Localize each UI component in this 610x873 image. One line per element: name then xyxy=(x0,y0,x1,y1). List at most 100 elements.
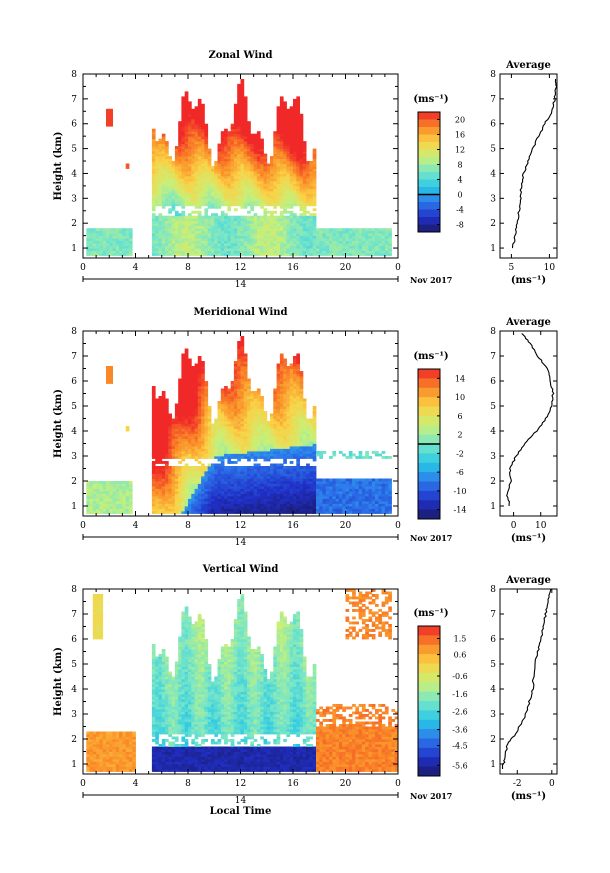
heatmap-cell xyxy=(237,86,241,90)
heatmap-cell xyxy=(201,431,205,434)
heatmap-cell xyxy=(368,245,373,249)
heatmap-cell xyxy=(224,243,228,246)
heatmap-cell xyxy=(250,243,254,246)
heatmap-cell xyxy=(260,166,264,169)
heatmap-cell xyxy=(168,193,172,197)
heatmap-cell xyxy=(230,248,235,251)
heatmap-cell xyxy=(214,220,218,224)
heatmap-cell xyxy=(240,151,245,154)
heatmap-cell xyxy=(256,156,261,159)
heatmap-cell xyxy=(92,493,97,497)
heatmap-cell xyxy=(260,158,264,162)
heatmap-cell xyxy=(243,398,248,402)
heatmap-cell xyxy=(283,250,287,254)
heatmap-cell xyxy=(220,153,225,157)
heatmap-cell xyxy=(191,486,195,489)
heatmap-cell xyxy=(191,506,195,509)
heatmap-cell xyxy=(201,153,205,157)
heatmap-cell xyxy=(184,481,189,484)
heatmap-cell xyxy=(194,476,199,479)
heatmap-cell xyxy=(283,103,287,107)
heatmap-cell xyxy=(194,141,199,144)
heatmap-cell xyxy=(165,446,169,449)
heatmap-cell xyxy=(217,158,222,162)
heatmap-cell xyxy=(302,151,307,154)
heatmap-cell xyxy=(286,158,291,162)
heatmap-cell xyxy=(96,488,100,492)
colorbar-swatch xyxy=(418,149,440,158)
heatmap-cell xyxy=(119,228,123,232)
heatmap-cell xyxy=(233,143,238,147)
heatmap-cell xyxy=(263,501,268,504)
heatmap-cell xyxy=(168,441,172,444)
heatmap-cell xyxy=(207,511,212,514)
heatmap-cell xyxy=(211,468,215,472)
heatmap-cell xyxy=(283,156,287,159)
heatmap-cell xyxy=(184,203,189,207)
heatmap-cell xyxy=(227,136,232,140)
heatmap-cell xyxy=(233,198,238,202)
y-tick-label: 1 xyxy=(71,244,77,254)
x-tick-label: 0 xyxy=(80,263,86,273)
heatmap-cell xyxy=(233,235,238,239)
heatmap-cell xyxy=(256,203,261,207)
heatmap-cell xyxy=(214,175,218,179)
heatmap-cell xyxy=(289,148,294,152)
heatmap-cell xyxy=(247,401,251,404)
heatmap-cell xyxy=(247,121,251,125)
heatmap-cell xyxy=(388,243,392,246)
heatmap-cell xyxy=(155,511,159,514)
heatmap-cell xyxy=(191,121,195,125)
heatmap-cell xyxy=(204,413,209,417)
heatmap-cell xyxy=(237,91,241,95)
heatmap-cell xyxy=(240,248,245,251)
heatmap-cell xyxy=(155,476,159,479)
heatmap-cell xyxy=(220,406,225,409)
heatmap-cell xyxy=(273,185,277,189)
heatmap-cell xyxy=(384,238,389,241)
heatmap-cell xyxy=(158,195,163,199)
heatmap-cell xyxy=(201,185,205,189)
heatmap-cell xyxy=(237,451,241,454)
heatmap-cell xyxy=(237,428,241,432)
heatmap-cell xyxy=(227,193,232,197)
heatmap-cell xyxy=(184,496,189,499)
colorbar-swatch xyxy=(418,172,440,180)
heatmap-cell xyxy=(204,486,209,489)
heatmap-cell xyxy=(161,508,166,512)
heatmap-cell xyxy=(191,138,195,142)
heatmap-cell xyxy=(276,173,281,177)
heatmap-cell xyxy=(217,433,222,437)
heatmap-cell xyxy=(237,511,241,514)
heatmap-cell xyxy=(184,351,189,354)
heatmap-cell xyxy=(243,418,248,422)
heatmap-cell xyxy=(306,166,310,169)
colorbar-label: -4 xyxy=(456,206,464,215)
heatmap-cell xyxy=(260,180,264,184)
heatmap-cell xyxy=(384,243,389,246)
heatmap-cell xyxy=(279,180,284,184)
heatmap-cell xyxy=(230,473,235,477)
heatmap-cell xyxy=(151,506,156,509)
heatmap-cell xyxy=(197,466,202,469)
heatmap-cell xyxy=(296,243,300,246)
heatmap-cell xyxy=(184,348,189,352)
heatmap-cell xyxy=(283,230,287,234)
colorbar-label: -8 xyxy=(456,221,464,230)
heatmap-cell xyxy=(279,243,284,246)
heatmap-cell xyxy=(168,156,172,159)
heatmap-cell xyxy=(115,496,120,499)
heatmap-cell xyxy=(253,493,258,497)
heatmap-cell xyxy=(194,243,199,246)
heatmap-cell xyxy=(273,146,277,149)
heatmap-cell xyxy=(197,503,202,507)
heatmap-cell xyxy=(312,225,317,229)
heatmap-cell xyxy=(181,215,186,219)
heatmap-cell xyxy=(279,106,284,110)
heatmap-cell xyxy=(283,200,287,204)
heatmap-cell xyxy=(112,501,117,504)
heatmap-cell xyxy=(194,443,199,447)
heatmap-cell xyxy=(289,175,294,179)
heatmap-cell xyxy=(151,483,156,487)
